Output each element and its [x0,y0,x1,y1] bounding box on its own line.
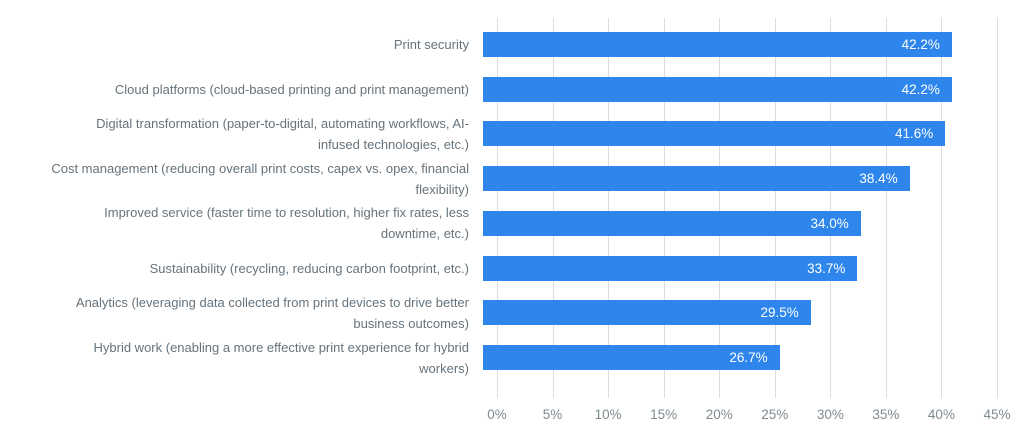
gridline [608,18,610,398]
category-label: Analytics (leveraging data collected fro… [75,294,469,331]
x-axis-tick-label: 5% [542,407,563,422]
bar-row: Print security 42.2% [0,22,1024,67]
bar-row: Improved service (faster time to resolut… [0,201,1024,246]
category-label: Improved service (faster time to resolut… [104,205,469,242]
gridline [497,18,498,398]
gridline [885,18,887,398]
x-axis-tick-label: 20% [705,407,733,422]
x-axis-tick-label: 15% [650,407,678,422]
bar-track: 38.4% [483,166,983,192]
bar-row: Sustainability (recycling, reducing carb… [0,246,1024,291]
gridline [941,18,943,398]
bar: 34.0% [483,210,861,236]
gridline [774,18,776,398]
bar: 42.2% [483,31,952,57]
x-axis-tick-label: 30% [816,407,844,422]
gridlines [497,18,998,398]
bar-rows: Print security 42.2% Cloud platforms (cl… [0,22,1024,380]
gridline [663,18,665,398]
x-axis-tick-label: 35% [872,407,900,422]
bar: 33.7% [483,255,858,281]
x-axis-tick-label: 10% [594,407,622,422]
bar: 38.4% [483,166,910,192]
bar-row: Digital transformation (paper-to-digital… [0,112,1024,157]
category-label: Print security [393,36,469,52]
bar: 41.6% [483,121,946,147]
category-label: Sustainability (recycling, reducing carb… [149,260,469,276]
bar-track: 42.2% [483,76,983,102]
bar-value-label: 29.5% [760,305,799,321]
gridline [719,18,721,398]
category-label: Cloud platforms (cloud-based printing an… [114,81,469,97]
gridline [997,18,998,398]
category-label: Digital transformation (paper-to-digital… [96,115,469,152]
x-axis: 0% 5% 10% 15% 20% 25% 30% 35% 40% 45% [487,407,1010,427]
bar-track: 33.7% [483,255,983,281]
bar-value-label: 34.0% [810,215,849,231]
bar-track: 29.5% [483,300,983,326]
x-axis-tick-label: 45% [983,407,1011,422]
category-label: Hybrid work (enabling a more effective p… [93,339,470,376]
bar-value-label: 42.2% [901,81,940,97]
x-axis-tick-label: 0% [487,407,507,422]
bar-track: 34.0% [483,210,983,236]
bar-row: Cloud platforms (cloud-based printing an… [0,67,1024,112]
bar-value-label: 26.7% [729,350,768,366]
gridline [552,18,554,398]
category-label: Cost management (reducing overall print … [51,160,469,197]
bar: 29.5% [483,300,811,326]
bar: 26.7% [483,345,780,371]
bar-track: 26.7% [483,345,983,371]
bar-value-label: 41.6% [894,126,934,142]
bar-value-label: 33.7% [807,260,846,276]
x-axis-tick-label: 40% [927,407,955,422]
gridline [830,18,832,398]
bar: 42.2% [483,76,952,102]
bar-track: 41.6% [483,121,983,147]
bar-row: Cost management (reducing overall print … [0,156,1024,201]
bar-row: Analytics (leveraging data collected fro… [0,291,1024,336]
bar-value-label: 38.4% [859,171,898,187]
bar-track: 42.2% [483,31,983,57]
bar-value-label: 42.2% [901,36,940,52]
bar-row: Hybrid work (enabling a more effective p… [0,335,1024,380]
x-axis-tick-label: 25% [761,407,789,422]
